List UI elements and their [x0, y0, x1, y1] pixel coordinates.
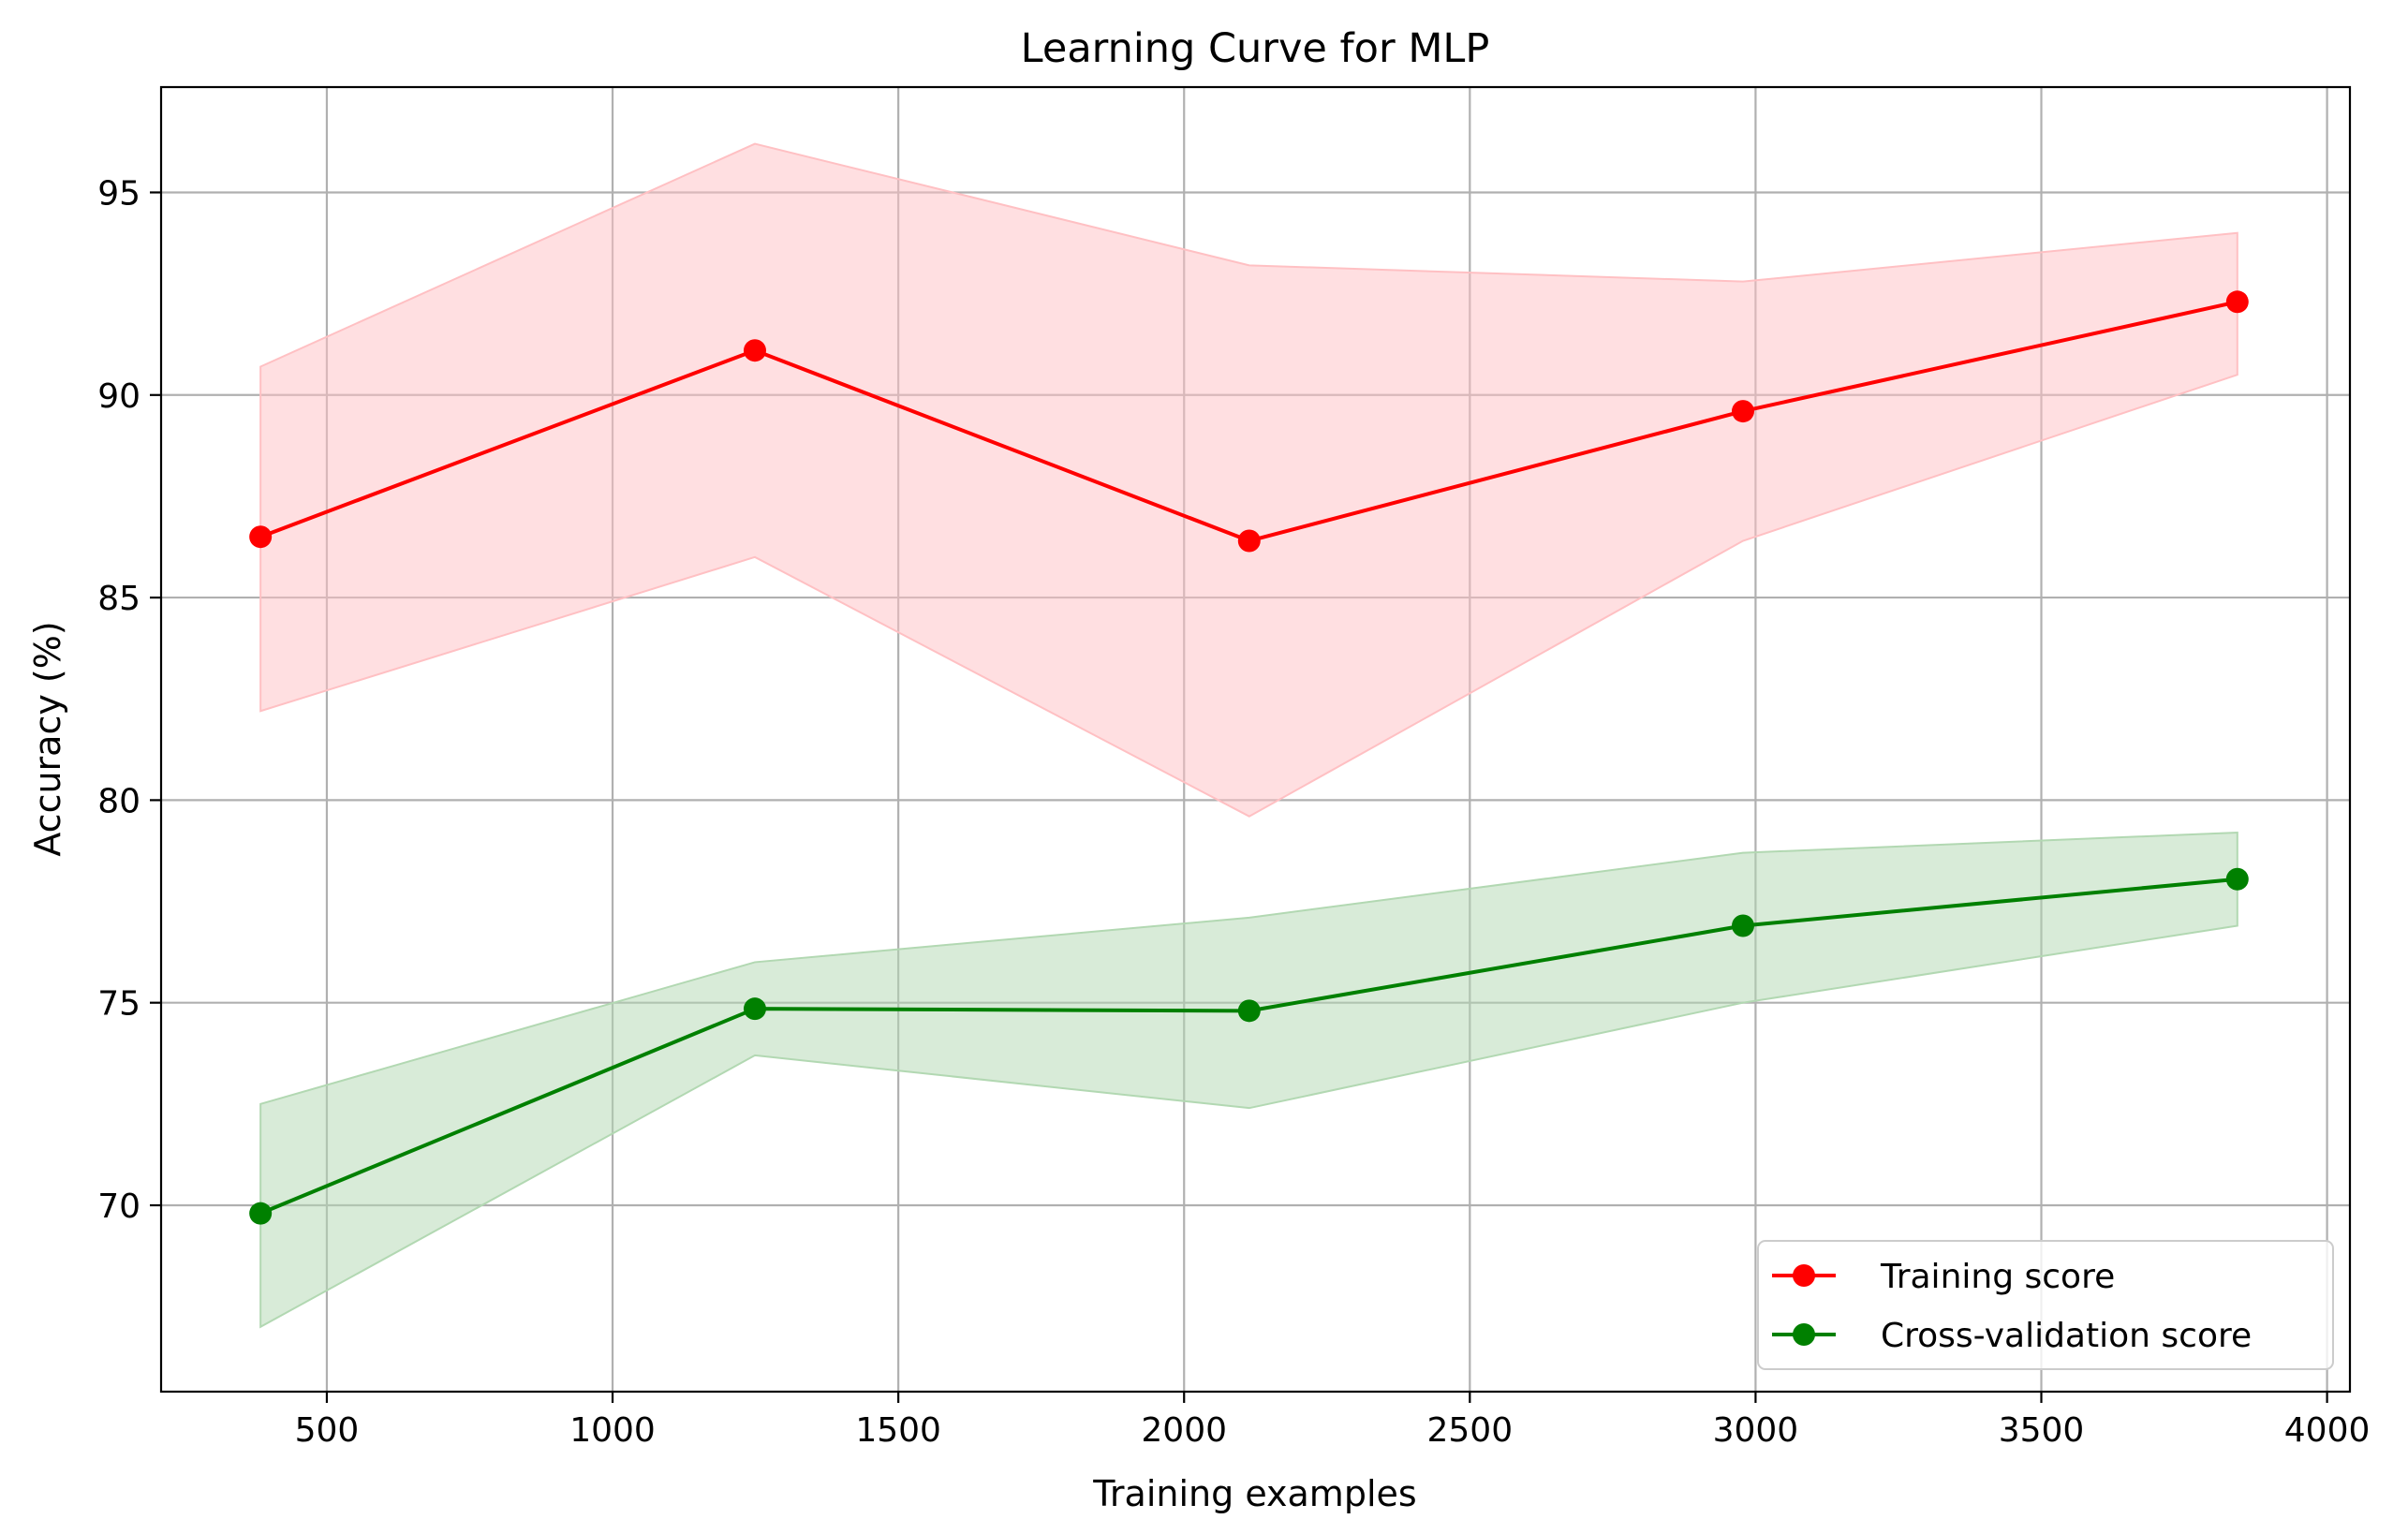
cv-score-point	[249, 1202, 273, 1225]
series-markers	[249, 290, 2249, 1225]
x-tick-label: 3500	[1999, 1411, 2085, 1450]
training-score-point	[1731, 400, 1754, 423]
x-tick-label: 4000	[2284, 1411, 2371, 1450]
x-tick-label: 3000	[1713, 1411, 1799, 1450]
cv-confidence-band	[259, 831, 2238, 1329]
training-score-point	[249, 525, 273, 549]
y-tick-label: 85	[97, 580, 140, 618]
legend-cv-label: Cross-validation score	[1881, 1317, 2252, 1355]
x-tick-label: 1500	[855, 1411, 941, 1450]
x-tick-label: 2500	[1427, 1411, 1514, 1450]
legend: Training score Cross-validation score	[1757, 1240, 2334, 1370]
legend-box	[1757, 1240, 2334, 1370]
y-axis-label: Accuracy (%)	[27, 621, 68, 856]
cv-score-point	[1731, 914, 1754, 937]
legend-cv-marker	[1793, 1323, 1815, 1346]
plot-frame	[159, 85, 2352, 1394]
training-score-point	[743, 339, 766, 362]
axis-ticks: 500 1000 1500 2000 2500 3000 3500 4000 70 75 80 85 9…	[97, 174, 2370, 1450]
legend-training-label: Training score	[1880, 1258, 2115, 1296]
legend-training-marker	[1793, 1264, 1815, 1287]
x-tick-label: 1000	[569, 1411, 656, 1450]
cv-score-point	[2225, 867, 2249, 891]
training-confidence-band	[259, 142, 2238, 818]
y-tick-label: 90	[97, 377, 140, 416]
y-tick-label: 80	[97, 782, 140, 820]
training-score-point	[2225, 290, 2249, 314]
y-tick-label: 75	[97, 985, 140, 1024]
y-tick-label: 95	[97, 174, 140, 213]
cv-score-point	[743, 997, 766, 1021]
cv-score-point	[1237, 999, 1261, 1023]
training-score-point	[1237, 529, 1261, 553]
x-tick-label: 500	[295, 1411, 360, 1450]
x-axis-label: Training examples	[1092, 1473, 1416, 1514]
y-tick-label: 70	[97, 1187, 140, 1226]
confidence-bands	[259, 142, 2238, 1329]
chart-title: Learning Curve for MLP	[1021, 25, 1490, 72]
x-tick-label: 2000	[1141, 1411, 1227, 1450]
